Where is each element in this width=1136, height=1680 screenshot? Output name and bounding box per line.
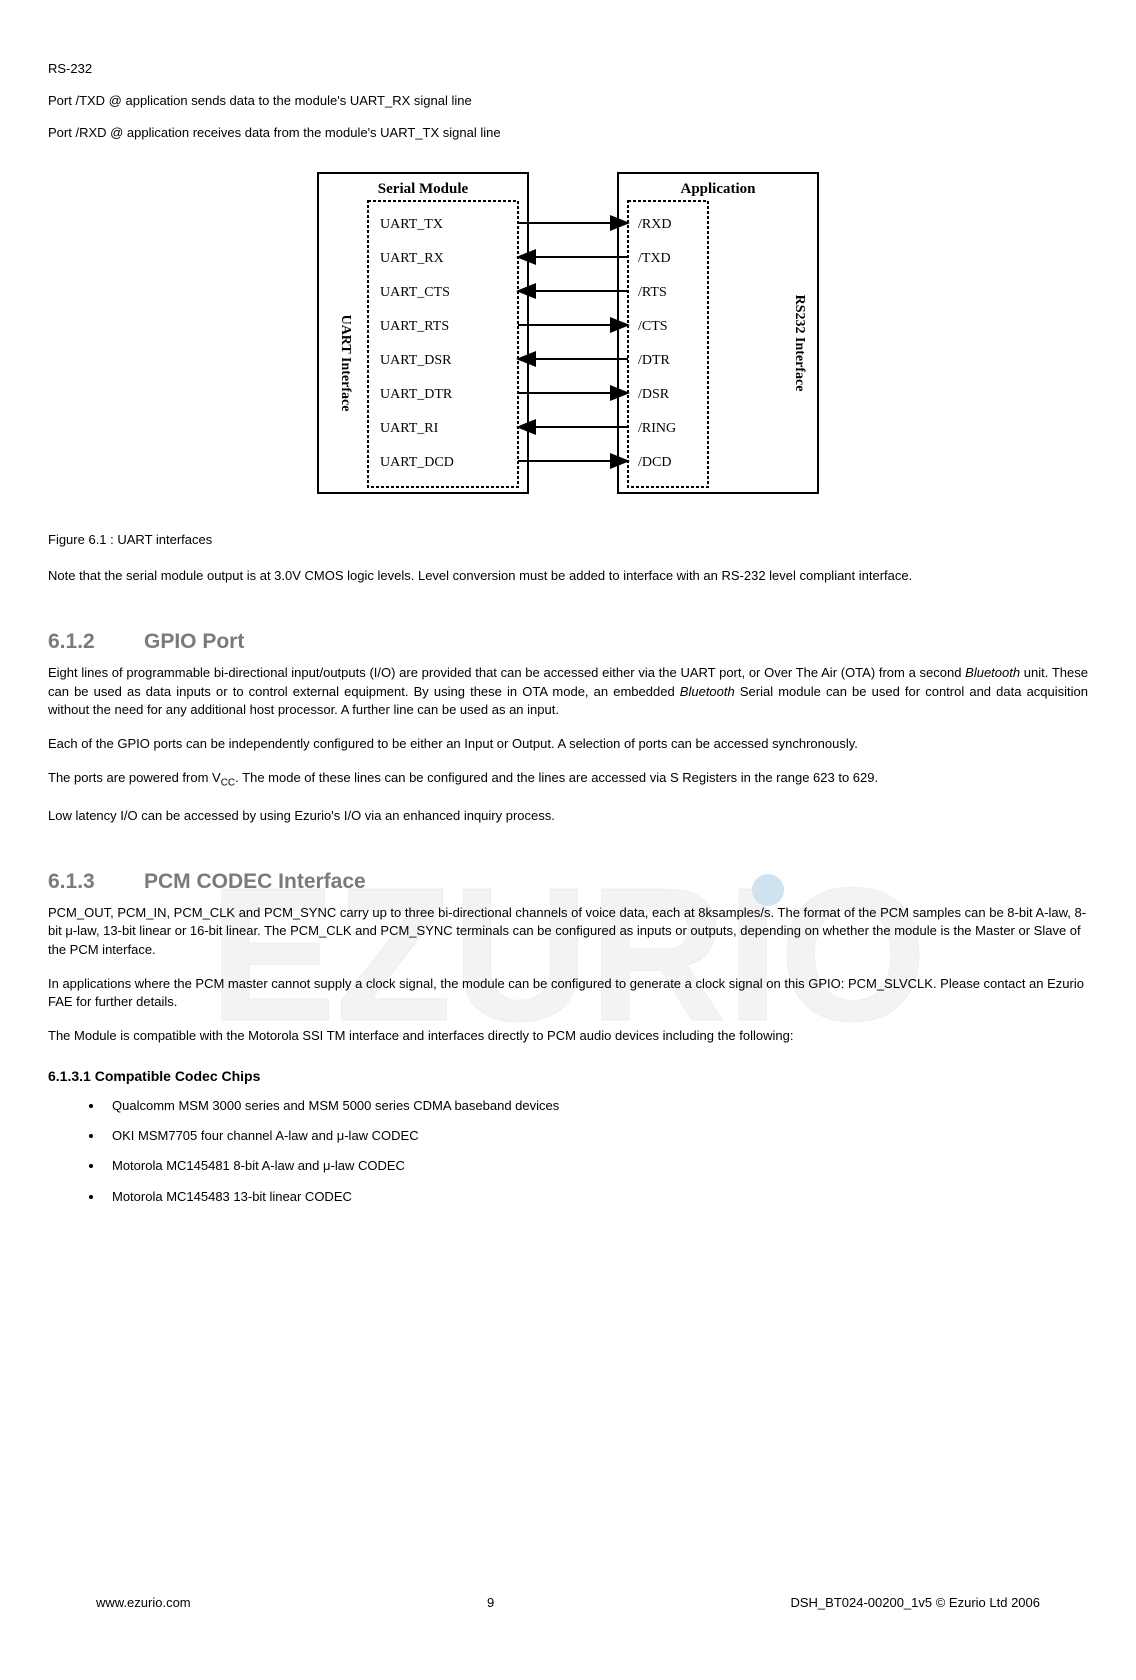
list-item: Qualcomm MSM 3000 series and MSM 5000 se…	[104, 1097, 1088, 1115]
svg-text:/DSR: /DSR	[638, 387, 670, 402]
footer-center: 9	[487, 1594, 494, 1612]
svg-text:UART_DSR: UART_DSR	[380, 353, 452, 368]
section-label: RS-232	[48, 60, 1088, 78]
heading-gpio-port: 6.1.2GPIO Port	[48, 627, 1088, 656]
svg-text:Serial Module: Serial Module	[378, 181, 469, 197]
svg-text:/CTS: /CTS	[638, 319, 668, 334]
footer-left: www.ezurio.com	[96, 1594, 191, 1612]
svg-text:UART_RTS: UART_RTS	[380, 319, 449, 334]
heading-compatible-codec: 6.1.3.1 Compatible Codec Chips	[48, 1067, 1088, 1087]
svg-text:/DTR: /DTR	[638, 353, 671, 368]
heading-number: 6.1.2	[48, 627, 144, 656]
svg-text:/DCD: /DCD	[638, 455, 671, 470]
svg-text:Application: Application	[680, 181, 756, 197]
list-item: OKI MSM7705 four channel A-law and μ-law…	[104, 1127, 1088, 1145]
svg-text:UART Interface: UART Interface	[338, 314, 353, 411]
body-text: In applications where the PCM master can…	[48, 975, 1088, 1011]
page-footer: www.ezurio.com 9 DSH_BT024-00200_1v5 © E…	[96, 1594, 1040, 1612]
heading-title: PCM CODEC Interface	[144, 870, 366, 893]
svg-text:RS232 Interface: RS232 Interface	[792, 294, 807, 391]
body-text: Port /RXD @ application receives data fr…	[48, 124, 1088, 142]
heading-title: GPIO Port	[144, 630, 244, 653]
svg-text:UART_DTR: UART_DTR	[380, 387, 453, 402]
figure-caption: Figure 6.1 : UART interfaces	[48, 531, 1088, 549]
list-item: Motorola MC145481 8-bit A-law and μ-law …	[104, 1157, 1088, 1175]
body-text: Note that the serial module output is at…	[48, 567, 1088, 585]
heading-pcm-codec: 6.1.3PCM CODEC Interface	[48, 867, 1088, 896]
body-text: Eight lines of programmable bi-direction…	[48, 664, 1088, 719]
body-text: Port /TXD @ application sends data to th…	[48, 92, 1088, 110]
svg-text:/RXD: /RXD	[638, 217, 671, 232]
list-item: Motorola MC145483 13-bit linear CODEC	[104, 1188, 1088, 1206]
svg-text:/RING: /RING	[638, 421, 676, 436]
body-text: The Module is compatible with the Motoro…	[48, 1027, 1088, 1045]
svg-text:UART_RI: UART_RI	[380, 421, 439, 436]
body-text: PCM_OUT, PCM_IN, PCM_CLK and PCM_SYNC ca…	[48, 904, 1088, 959]
heading-number: 6.1.3	[48, 867, 144, 896]
codec-list: Qualcomm MSM 3000 series and MSM 5000 se…	[86, 1097, 1088, 1206]
body-text: Low latency I/O can be accessed by using…	[48, 807, 1088, 825]
svg-text:/RTS: /RTS	[638, 285, 667, 300]
body-text: The ports are powered from VCC. The mode…	[48, 769, 1088, 791]
svg-text:UART_TX: UART_TX	[380, 217, 443, 232]
footer-right: DSH_BT024-00200_1v5 © Ezurio Ltd 2006	[790, 1594, 1040, 1612]
svg-text:/TXD: /TXD	[638, 251, 671, 266]
svg-text:UART_RX: UART_RX	[380, 251, 444, 266]
svg-text:UART_CTS: UART_CTS	[380, 285, 450, 300]
svg-text:UART_DCD: UART_DCD	[380, 455, 454, 470]
body-text: Each of the GPIO ports can be independen…	[48, 735, 1088, 753]
uart-diagram: Serial Module Application UART Interface RS…	[48, 163, 1088, 503]
